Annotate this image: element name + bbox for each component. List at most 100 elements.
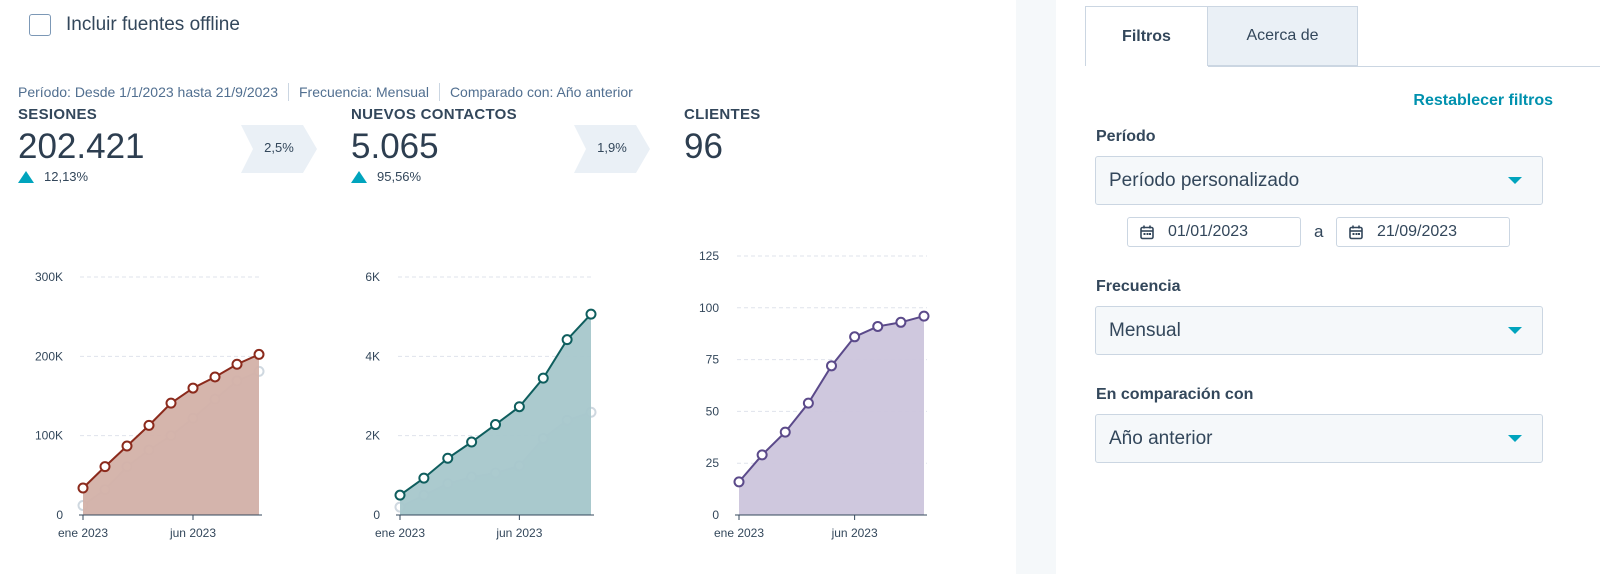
- data-point: [537, 372, 549, 384]
- y-tick-label: 0: [373, 508, 380, 522]
- data-point: [733, 476, 745, 488]
- x-tick-label: ene 2023: [58, 526, 108, 540]
- y-tick-label: 50: [706, 404, 720, 418]
- series-area: [83, 354, 259, 515]
- kpi-value: 202.421: [18, 127, 145, 166]
- data-point: [253, 348, 265, 360]
- data-point: [756, 449, 768, 461]
- trend-up-icon: [18, 170, 34, 183]
- data-point: [513, 401, 525, 413]
- kpi-sessions: SESIONES 202.421 12,13%: [18, 106, 145, 184]
- kpi-delta-value: 12,13%: [44, 169, 89, 184]
- compare-select-value: Año anterior: [1109, 427, 1213, 449]
- caret-down-icon: [1508, 435, 1522, 442]
- kpi-delta-value: 95,56%: [377, 169, 422, 184]
- caret-down-icon: [1508, 327, 1522, 334]
- tab-underline: [1208, 66, 1600, 67]
- data-point: [121, 440, 133, 452]
- data-point: [490, 419, 501, 431]
- chevron-arrow-icon: [574, 125, 650, 173]
- filters-panel: Filtros Acerca de Restablecer filtros Pe…: [1056, 0, 1600, 574]
- conversion-rate-value: 2,5%: [264, 140, 294, 155]
- conversion-rate-value: 1,9%: [597, 140, 627, 155]
- period-label: Período: [1096, 128, 1156, 145]
- date-from-value: 01/01/2023: [1168, 223, 1249, 240]
- data-point: [585, 308, 597, 320]
- y-tick-label: 2K: [365, 429, 380, 443]
- charts-area: 0 100K 200K 300K ene 2023 jun 2023 0 2K 4K 6K ene …: [35, 249, 930, 540]
- calendar-icon: [1349, 225, 1363, 239]
- tab-filters[interactable]: Filtros: [1085, 6, 1208, 66]
- meta-divider: [438, 83, 440, 101]
- data-point: [77, 482, 89, 494]
- offline-sources-label: Incluir fuentes offline: [66, 14, 240, 35]
- y-tick-label: 200K: [35, 349, 63, 363]
- panel-tabs: Filtros Acerca de: [1085, 6, 1358, 66]
- data-point: [394, 489, 406, 501]
- y-tick-label: 4K: [365, 349, 380, 363]
- meta-divider: [287, 83, 289, 101]
- data-point: [231, 358, 243, 370]
- panel-divider: [1016, 0, 1056, 574]
- conversion-rate-contacts-customers: 1,9%: [574, 125, 650, 173]
- offline-sources-checkbox[interactable]: [29, 14, 51, 36]
- meta-frequency: Frecuencia: Mensual: [298, 84, 429, 100]
- x-tick-label: jun 2023: [831, 526, 878, 540]
- kpi-value: 96: [684, 127, 723, 166]
- date-from-input[interactable]: 01/01/2023: [1127, 217, 1301, 247]
- conversion-rate-sessions-contacts: 2,5%: [241, 125, 317, 173]
- date-range-separator: a: [1314, 222, 1324, 241]
- frequency-select[interactable]: Mensual: [1095, 306, 1543, 355]
- meta-compared: Comparado con: Año anterior: [449, 84, 633, 100]
- x-tick-label: jun 2023: [169, 526, 216, 540]
- data-point: [802, 397, 814, 409]
- y-tick-label: 100K: [35, 429, 63, 443]
- frequency-select-value: Mensual: [1109, 319, 1181, 341]
- period-select-value: Período personalizado: [1109, 169, 1300, 191]
- meta-period: Período: Desde 1/1/2023 hasta 21/9/2023: [18, 84, 278, 100]
- trend-up-icon: [351, 170, 367, 183]
- offline-sources-toggle[interactable]: Incluir fuentes offline: [29, 14, 240, 36]
- data-point: [187, 382, 199, 394]
- data-point: [143, 419, 155, 431]
- compare-select[interactable]: Año anterior: [1095, 414, 1543, 463]
- kpi-delta: 12,13%: [18, 169, 145, 184]
- report-area: Incluir fuentes offline Período: Desde 1…: [18, 14, 930, 540]
- y-tick-label: 75: [706, 353, 720, 367]
- series-area: [400, 314, 591, 515]
- tab-about[interactable]: Acerca de: [1208, 6, 1358, 66]
- kpi-title: NUEVOS CONTACTOS: [351, 106, 517, 123]
- compare-label: En comparación con: [1096, 386, 1254, 403]
- date-to-input[interactable]: 21/09/2023: [1336, 217, 1510, 247]
- series-area: [739, 316, 924, 515]
- y-tick-label: 100: [699, 301, 719, 315]
- report-meta: Período: Desde 1/1/2023 hasta 21/9/2023 …: [18, 83, 633, 101]
- data-point: [561, 334, 573, 346]
- x-tick-label: ene 2023: [375, 526, 425, 540]
- x-tick-label: ene 2023: [714, 526, 764, 540]
- data-point: [826, 360, 837, 372]
- kpi-customers: CLIENTES 96: [684, 106, 761, 167]
- data-point: [466, 436, 478, 448]
- y-tick-label: 0: [712, 508, 719, 522]
- y-tick-label: 300K: [35, 270, 63, 284]
- chevron-arrow-icon: [241, 125, 317, 173]
- kpi-title: CLIENTES: [684, 106, 761, 123]
- period-select[interactable]: Período personalizado: [1095, 156, 1543, 205]
- y-tick-label: 0: [56, 508, 63, 522]
- data-point: [849, 331, 861, 343]
- data-point: [872, 320, 884, 332]
- data-point: [99, 461, 111, 473]
- reset-filters-link[interactable]: Restablecer filtros: [1413, 92, 1553, 109]
- data-point: [779, 426, 791, 438]
- caret-down-icon: [1508, 177, 1522, 184]
- y-tick-label: 25: [706, 456, 720, 470]
- calendar-icon: [1140, 225, 1154, 239]
- date-to-value: 21/09/2023: [1377, 223, 1458, 240]
- kpi-title: SESIONES: [18, 106, 98, 123]
- data-point: [895, 316, 907, 328]
- data-point: [418, 472, 430, 484]
- y-tick-label: 6K: [365, 270, 380, 284]
- data-point: [165, 397, 177, 409]
- y-tick-label: 125: [699, 249, 719, 263]
